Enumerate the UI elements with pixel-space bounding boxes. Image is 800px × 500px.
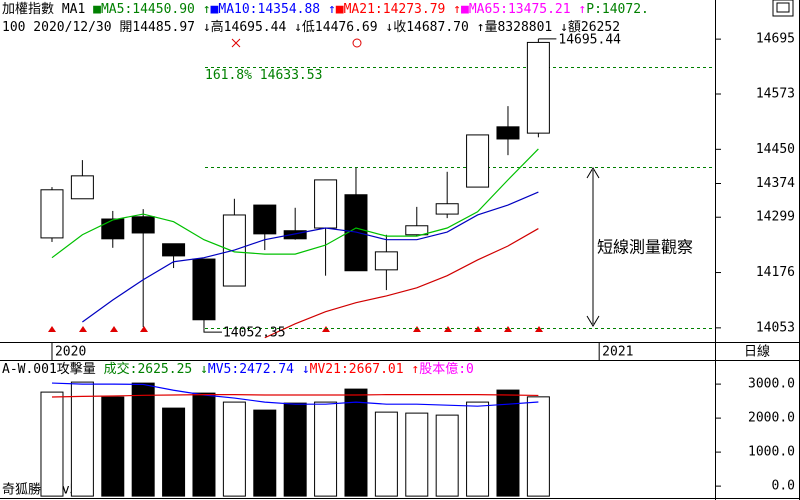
volume-bar	[70, 381, 94, 497]
volume-bar	[283, 402, 307, 497]
candle-body	[131, 216, 155, 234]
header-item: ■MA65:13475.21 ↑	[461, 2, 586, 17]
measure-label: 短線測量觀察	[597, 238, 693, 257]
candle-body	[70, 175, 94, 200]
y-tick-label: 2000.0	[748, 411, 795, 426]
header-item: 加權指數 MA1	[2, 2, 93, 17]
y-tick-label: 14695	[756, 32, 795, 47]
volume-bar	[131, 382, 155, 497]
header-item: MV21:2667.01 ↑	[310, 362, 420, 377]
volume-bar	[40, 391, 64, 497]
low-label: 14052.35	[223, 326, 286, 341]
y-tick-label: 14573	[756, 86, 795, 101]
y-tick-label: 14176	[756, 265, 795, 280]
header-item: 股本億:0	[419, 361, 474, 377]
ma-line	[264, 228, 539, 339]
candle-body	[314, 179, 338, 229]
volume-bar	[162, 407, 186, 497]
header-line: 100 2020/12/30 開14485.97 ↓高14695.44 ↓低14…	[2, 19, 620, 35]
ma-line	[51, 382, 539, 407]
y-tick-label: 3000.0	[748, 377, 795, 392]
signal-marks	[231, 38, 362, 48]
candle-body	[374, 251, 398, 271]
header-item: ■MA5:14450.90 ↑	[93, 2, 210, 17]
y-tick-label: 14053	[756, 320, 795, 335]
candle-body	[405, 225, 429, 236]
candle-body	[496, 126, 520, 140]
header-item: MV5:2472.74 ↓	[208, 362, 310, 377]
volume-bar	[314, 401, 338, 497]
measure-arrow	[586, 167, 600, 327]
header-item: 100 2020/12/30 開14485.97 ↓高14695.44 ↓低14…	[2, 19, 620, 35]
volume-bar	[526, 396, 550, 497]
volume-bar	[496, 389, 520, 497]
y-tick-label: 14374	[756, 176, 795, 191]
header-item: ■MA10:14354.88 ↑	[211, 2, 336, 17]
header-item: 成交:2625.25 ↓	[104, 361, 208, 377]
y-tick-label: 14299	[756, 210, 795, 225]
header-item: A-W.001攻擊量	[2, 361, 104, 377]
header-line: 加權指數 MA1 ■MA5:14450.90 ↑■MA10:14354.88 ↑…	[2, 2, 649, 17]
y-tick-label: 1000.0	[748, 445, 795, 460]
candle-body	[101, 218, 125, 240]
volume-bar	[222, 401, 246, 497]
candle-body	[526, 41, 550, 134]
candle-body	[466, 134, 490, 188]
y-tick-label: 14450	[756, 142, 795, 157]
volume-bar	[344, 388, 368, 497]
high-label: 14695.44	[558, 32, 621, 47]
candle-body	[162, 243, 186, 257]
candle-body	[192, 258, 216, 321]
volume-bar	[101, 396, 125, 497]
candle-body	[435, 203, 459, 215]
candle-body	[283, 230, 307, 240]
volume-bar	[466, 401, 490, 497]
reference-label: 161.8% 14633.53	[205, 68, 322, 83]
period-label: 日線	[744, 344, 770, 360]
header-item: P:14072.	[586, 2, 649, 17]
low-pointer	[203, 328, 222, 333]
ma-line	[51, 148, 539, 259]
candle-body	[344, 194, 368, 272]
volume-bar	[374, 411, 398, 497]
x-tick-label: 2021	[602, 345, 633, 360]
y-tick-label: 0.0	[772, 479, 795, 494]
ma-line	[51, 394, 539, 398]
volume-bar	[435, 414, 459, 497]
window-button[interactable]	[772, 0, 794, 17]
volume-bar	[192, 392, 216, 497]
volume-bar	[253, 409, 277, 497]
candle-body	[40, 189, 64, 239]
header-line: A-W.001攻擊量 成交:2625.25 ↓MV5:2472.74 ↓MV21…	[2, 361, 474, 377]
candle-body	[253, 204, 277, 235]
ma-line	[82, 191, 539, 323]
volume-bar	[405, 412, 429, 497]
window-icon	[776, 2, 790, 13]
header-item: ■MA21:14273.79 ↑	[336, 2, 461, 17]
x-tick-label: 2020	[55, 345, 86, 360]
